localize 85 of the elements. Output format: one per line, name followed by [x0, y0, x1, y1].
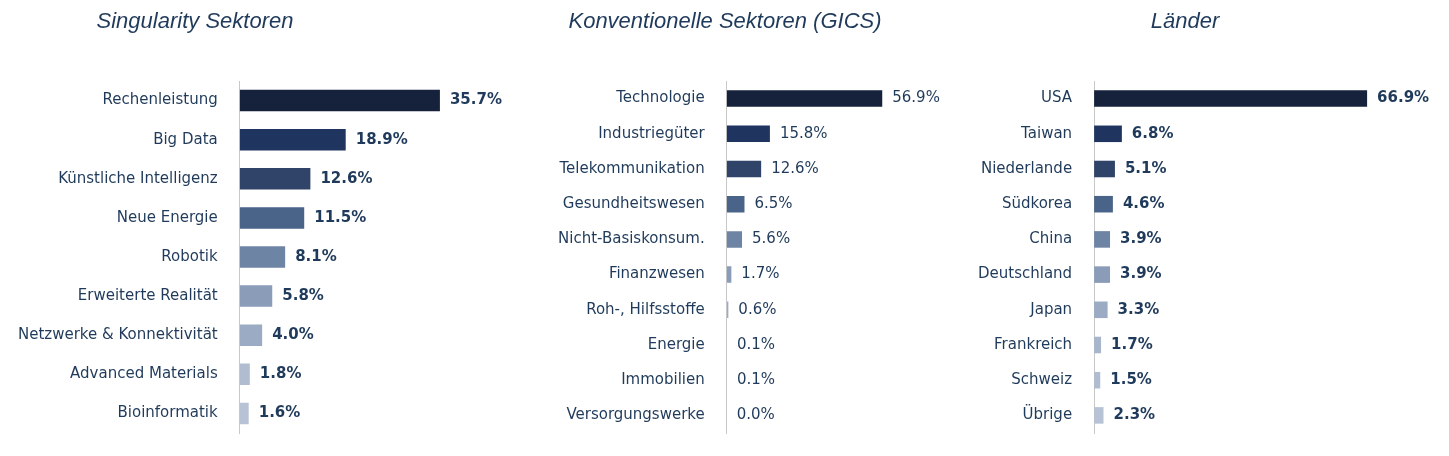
bar	[239, 168, 311, 190]
y-tick-label: Finanzwesen	[608, 264, 705, 283]
data-label: 1.8%	[259, 364, 302, 383]
bar	[239, 324, 263, 346]
bar	[1094, 371, 1101, 389]
y-tick-label: Roh-, Hilfsstoffe	[586, 299, 705, 318]
bar	[239, 207, 305, 229]
bar	[239, 246, 286, 268]
y-tick-label: Japan	[1029, 299, 1073, 318]
data-label: 6.8%	[1131, 123, 1174, 142]
y-tick-label: Immobilien	[621, 370, 705, 389]
chart-title: Konventionelle Sektoren (GICS)	[568, 8, 882, 34]
data-label: 0.1%	[736, 370, 776, 389]
data-label: 12.6%	[771, 158, 819, 177]
data-label: 2.3%	[1113, 405, 1156, 424]
y-tick-label: Neue Energie	[116, 207, 218, 226]
y-tick-label: Industriegüter	[598, 123, 706, 142]
bar	[239, 128, 346, 151]
y-tick-label: Big Data	[153, 129, 218, 148]
y-tick-label: Künstliche Intelligenz	[58, 168, 218, 187]
y-tick-label: Deutschland	[978, 264, 1073, 283]
chart-title: Singularity Sektoren	[96, 8, 294, 34]
bar	[1094, 407, 1104, 424]
y-tick-label: Energie	[647, 334, 705, 353]
y-tick-label: Netzwerke & Konnektivität	[17, 325, 218, 344]
y-tick-label: Bioinformatik	[117, 403, 219, 422]
bar	[726, 90, 883, 107]
data-label: 0.0%	[736, 405, 775, 424]
bar	[239, 285, 273, 307]
y-tick-label: USA	[1041, 88, 1073, 107]
data-label: 4.6%	[1122, 194, 1165, 213]
y-tick-label: Nicht-Basiskonsum.	[558, 229, 705, 248]
data-label: 5.8%	[282, 286, 324, 304]
y-tick-label: Taiwan	[1020, 123, 1073, 142]
y-tick-label: Technologie	[615, 88, 705, 107]
bar	[1094, 266, 1111, 283]
chart-title: Länder	[1150, 8, 1220, 34]
bar	[239, 402, 249, 425]
data-label: 5.1%	[1124, 158, 1167, 177]
bar	[726, 195, 745, 213]
bar	[1094, 195, 1113, 213]
y-tick-label: Versorgungswerke	[566, 405, 705, 424]
data-label: 56.9%	[892, 88, 940, 107]
data-label: 3.3%	[1117, 299, 1160, 318]
bar	[1094, 90, 1368, 107]
data-label: 3.9%	[1120, 264, 1162, 283]
bar	[726, 125, 770, 143]
data-label: 12.6%	[320, 168, 373, 187]
bar	[726, 160, 762, 178]
data-label: 0.6%	[738, 299, 777, 318]
data-label: 5.6%	[752, 229, 791, 248]
data-label: 1.7%	[741, 264, 780, 283]
y-tick-label: Rechenleistung	[102, 90, 218, 109]
y-tick-label: China	[1029, 229, 1073, 248]
y-tick-label: Erweiterte Realität	[77, 286, 218, 304]
bar	[1094, 336, 1102, 354]
data-label: 8.1%	[295, 246, 337, 265]
y-tick-label: Advanced Materials	[70, 364, 218, 383]
bar	[1094, 160, 1115, 178]
y-tick-label: Niederlande	[980, 158, 1073, 177]
data-label: 66.9%	[1377, 88, 1430, 107]
data-label: 0.1%	[736, 334, 776, 353]
y-tick-label: Gesundheitswesen	[562, 194, 705, 213]
data-label: 1.6%	[258, 403, 301, 422]
bar	[726, 231, 743, 248]
bar	[239, 363, 250, 386]
data-label: 4.0%	[272, 325, 314, 344]
y-tick-label: Übrige	[1022, 404, 1073, 424]
data-label: 6.5%	[754, 194, 793, 213]
y-tick-label: Südkorea	[1001, 194, 1073, 213]
data-label: 18.9%	[355, 129, 408, 148]
data-label: 11.5%	[314, 207, 367, 226]
bar	[239, 89, 440, 112]
y-tick-label: Telekommunikation	[558, 158, 705, 177]
data-label: 35.7%	[449, 90, 502, 109]
data-label: 1.7%	[1111, 334, 1153, 353]
bar	[1094, 125, 1122, 143]
data-label: 3.9%	[1120, 229, 1162, 248]
bar	[1094, 231, 1111, 248]
data-label: 15.8%	[779, 123, 828, 142]
y-tick-label: Frankreich	[994, 334, 1073, 353]
y-tick-label: Schweiz	[1011, 370, 1073, 389]
y-tick-label: Robotik	[161, 246, 219, 265]
data-label: 1.5%	[1110, 370, 1152, 389]
bar	[1094, 301, 1108, 319]
